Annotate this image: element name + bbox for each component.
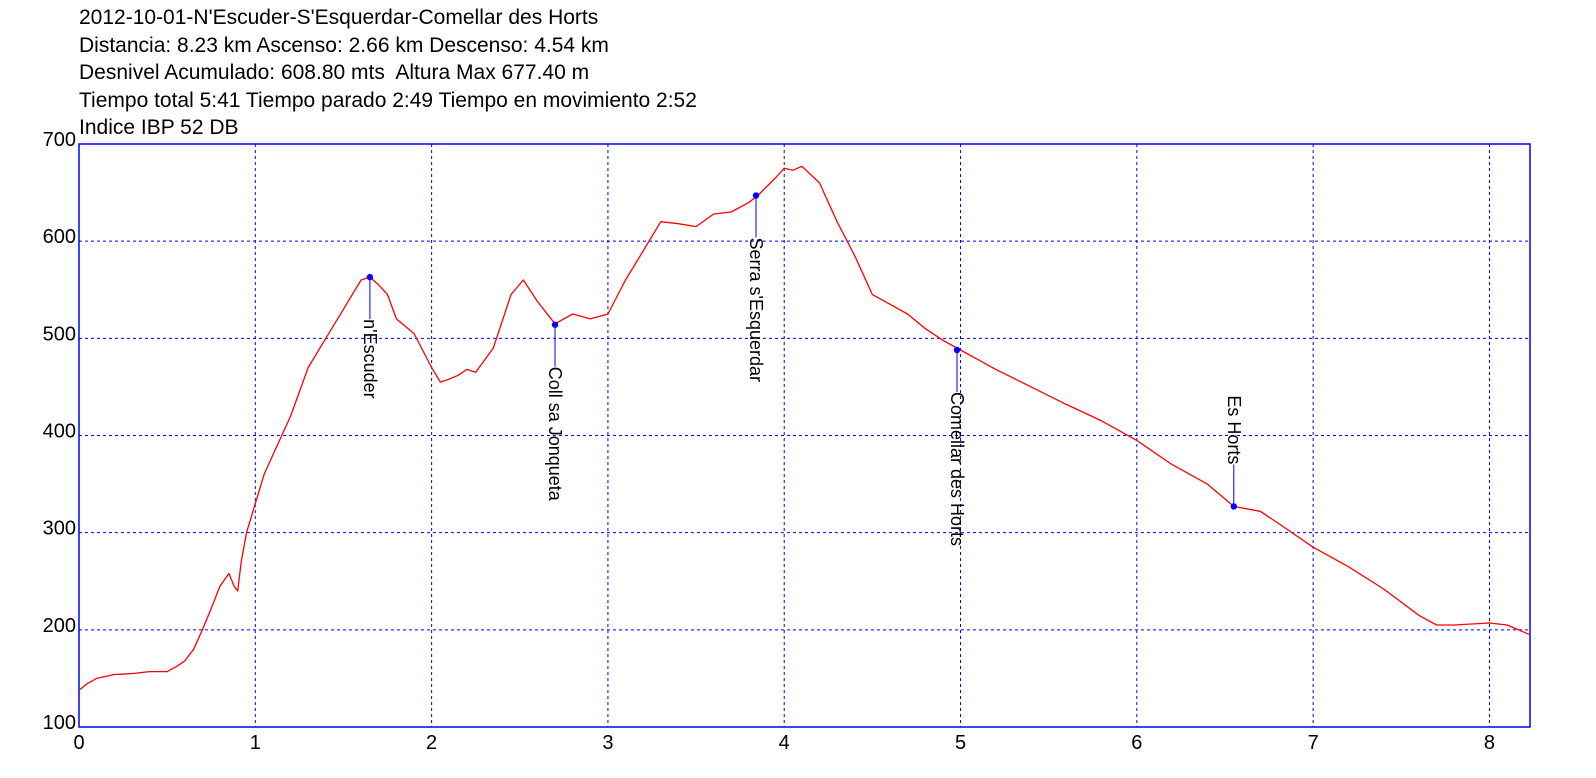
y-tick-label: 700 (43, 129, 76, 151)
distance-summary: Distancia: 8.23 km Ascenso: 2.66 km Desc… (79, 33, 609, 57)
waypoint-label: n'Escuder (360, 319, 380, 398)
x-tick-label: 7 (1308, 732, 1319, 754)
x-tick-label: 4 (779, 732, 790, 754)
y-tick-label: 100 (43, 712, 76, 734)
time-summary: Tiempo total 5:41 Tiempo parado 2:49 Tie… (79, 88, 697, 112)
waypoint-dot (752, 192, 760, 199)
waypoint-marker: Es Horts (1224, 395, 1244, 510)
waypoint-label: Es Horts (1224, 395, 1244, 464)
waypoint-marker: Serra s'Esquerdar (746, 192, 766, 382)
waypoint-label: Comellar des Horts (947, 392, 967, 546)
elevation-summary: Desnivel Acumulado: 608.80 mts Altura Ma… (79, 61, 590, 84)
y-tick-label: 600 (43, 226, 76, 248)
x-tick-label: 1 (250, 732, 261, 754)
waypoint-dot (1230, 503, 1238, 510)
waypoint-marker: Comellar des Horts (947, 346, 967, 546)
ibp-index: Indice IBP 52 DB (79, 116, 239, 139)
x-tick-label: 8 (1484, 732, 1495, 754)
x-tick-label: 5 (955, 732, 966, 754)
x-tick-label: 0 (73, 732, 84, 754)
y-tick-label: 300 (43, 518, 76, 540)
chart-title: 2012-10-01-N'Escuder-S'Esquerdar-Comella… (79, 6, 599, 29)
waypoint-dot (551, 321, 559, 328)
x-tick-label: 6 (1131, 732, 1142, 754)
waypoint-dot (366, 273, 374, 281)
waypoint-label: Serra s'Esquerdar (746, 237, 766, 382)
elevation-line (78, 165, 1531, 691)
x-tick-label: 2 (426, 732, 437, 754)
chart-header: 2012-10-01-N'Escuder-S'Esquerdar-Comella… (79, 4, 697, 142)
x-tick-label: 3 (602, 732, 613, 754)
waypoint-dot (953, 346, 961, 354)
plot-frame (78, 143, 1531, 728)
waypoint-label: Coll sa Jonqueta (545, 367, 565, 502)
waypoint-marker: Coll sa Jonqueta (545, 321, 565, 502)
y-tick-label: 400 (43, 421, 76, 443)
y-tick-label: 200 (43, 615, 76, 637)
waypoint-marker: n'Escuder (360, 273, 380, 399)
y-tick-label: 500 (43, 323, 76, 345)
